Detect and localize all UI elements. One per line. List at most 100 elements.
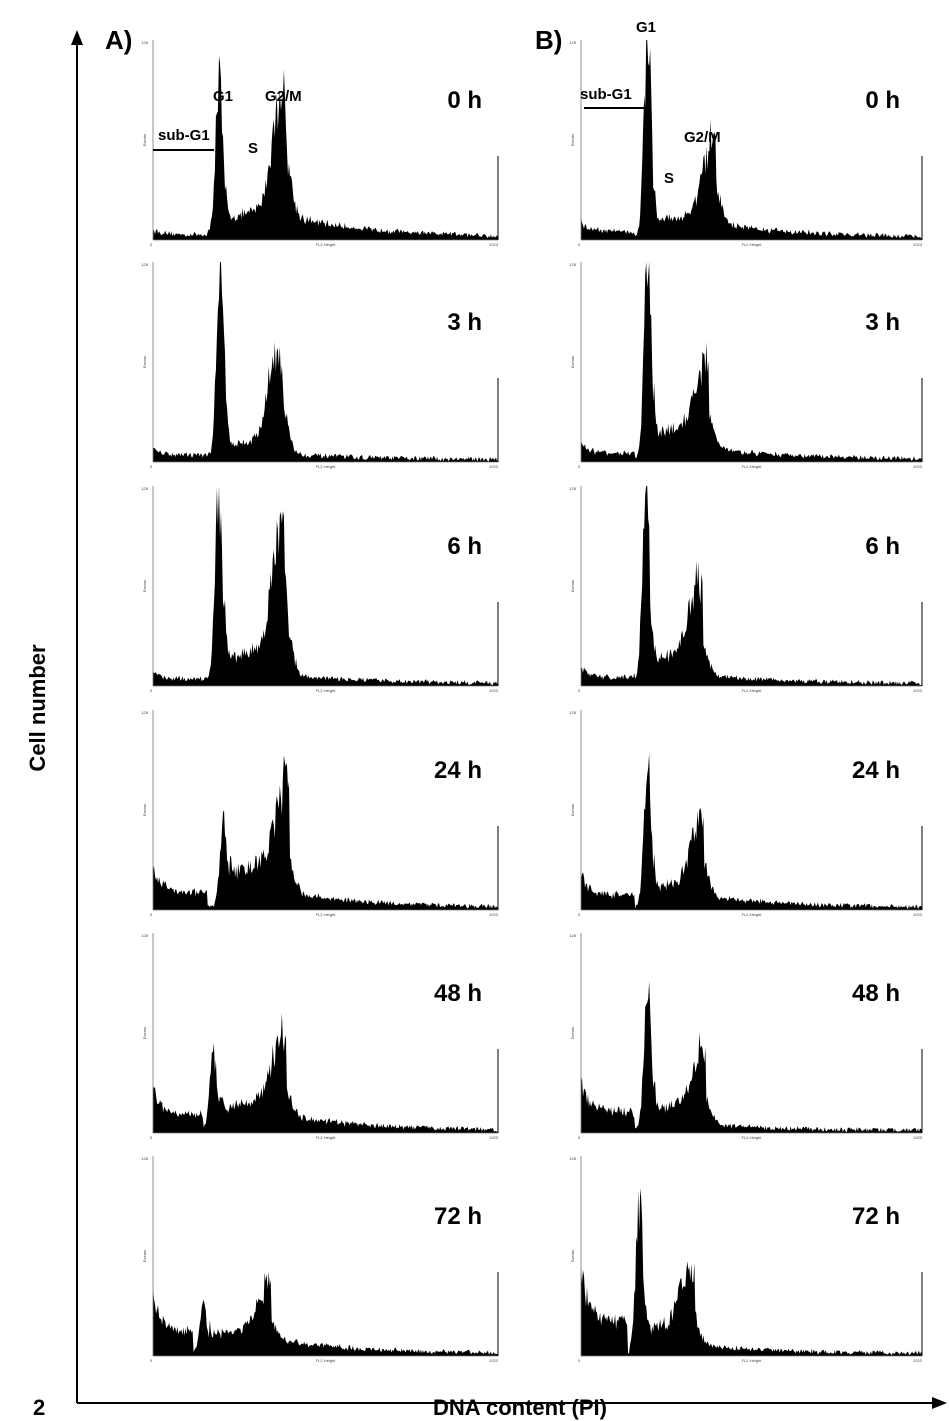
histogram-area	[581, 981, 922, 1133]
tick-axis-xlabel: FL2-Height	[316, 688, 337, 693]
tick-axis-ylabel: Events	[142, 1027, 147, 1039]
y-axis-label: Cell number	[25, 644, 50, 772]
tick-label-zero: 0	[578, 1135, 581, 1140]
tick-label-zero: 0	[150, 1358, 153, 1363]
tick-label-xmax: 1023	[489, 464, 499, 469]
time-label: 3 h	[447, 309, 482, 336]
time-label: 0 h	[447, 87, 482, 114]
tick-label-ymax: 128	[569, 710, 576, 715]
histogram-area	[153, 755, 498, 910]
tick-label-xmax: 1023	[489, 688, 499, 693]
annotations-panel-b: G1 sub-G1 S G2/M	[580, 19, 721, 187]
histogram-area	[153, 486, 498, 686]
tick-label-zero: 0	[578, 688, 581, 693]
tick-label-xmax: 1023	[913, 1358, 923, 1363]
tick-axis-ylabel: Events	[570, 1027, 575, 1039]
tick-axis-ylabel: Events	[142, 134, 147, 146]
tick-axis-ylabel: Events	[570, 1250, 575, 1262]
tick-axis-xlabel: FL2-Height	[742, 1135, 763, 1140]
tick-axis-xlabel: FL2-Height	[742, 464, 763, 469]
tick-axis-ylabel: Events	[142, 580, 147, 592]
histogram-panels: 128 Events 0 FL2-Height 1023 0 h 128 Events 0 FL2…	[141, 40, 923, 1363]
tick-label-ymax: 128	[141, 933, 148, 938]
histogram-a-0h: 128 Events 0 FL2-Height 1023 0 h	[141, 40, 499, 247]
time-label: 48 h	[434, 980, 482, 1007]
time-label: 24 h	[852, 757, 900, 784]
tick-label-xmax: 1023	[913, 688, 923, 693]
tick-axis-xlabel: FL2-Height	[316, 1358, 337, 1363]
histogram-area	[581, 262, 922, 462]
tick-axis-ylabel: Events	[570, 580, 575, 592]
tick-axis-xlabel: FL2-Height	[316, 464, 337, 469]
histogram-b-6h: 128 Events 0 FL2-Height 1023 6 h	[569, 486, 923, 693]
tick-label-ymax: 128	[141, 710, 148, 715]
histogram-a-72h: 128 Events 0 FL2-Height 1023 72 h	[141, 1156, 499, 1363]
tick-axis-xlabel: FL2-Height	[742, 242, 763, 247]
peak-label-s: S	[664, 170, 674, 187]
time-label: 48 h	[852, 980, 900, 1007]
tick-label-zero: 0	[150, 912, 153, 917]
histogram-area	[581, 486, 922, 686]
tick-label-ymax: 128	[141, 486, 148, 491]
panel-label-a: A)	[105, 25, 132, 55]
tick-axis-xlabel: FL2-Height	[742, 1358, 763, 1363]
tick-label-xmax: 1023	[489, 912, 499, 917]
time-label: 3 h	[865, 309, 900, 336]
time-label: 24 h	[434, 757, 482, 784]
histogram-area	[581, 753, 922, 910]
tick-label-ymax: 128	[569, 933, 576, 938]
histogram-area	[581, 40, 922, 240]
tick-label-xmax: 1023	[489, 242, 499, 247]
tick-axis-xlabel: FL2-Height	[316, 1135, 337, 1140]
histogram-b-24h: 128 Events 0 FL2-Height 1023 24 h	[569, 710, 923, 917]
histogram-a-6h: 128 Events 0 FL2-Height 1023 6 h	[141, 486, 499, 693]
histogram-area	[581, 1188, 922, 1356]
tick-axis-xlabel: FL2-Height	[742, 688, 763, 693]
histogram-b-48h: 128 Events 0 FL2-Height 1023 48 h	[569, 933, 923, 1140]
peak-label-g1: G1	[636, 19, 656, 36]
tick-axis-xlabel: FL2-Height	[316, 242, 337, 247]
histogram-b-3h: 128 Events 0 FL2-Height 1023 3 h	[569, 262, 923, 469]
tick-axis-ylabel: Events	[570, 134, 575, 146]
tick-label-ymax: 128	[569, 262, 576, 267]
tick-axis-xlabel: FL2-Height	[742, 912, 763, 917]
tick-axis-xlabel: FL2-Height	[316, 912, 337, 917]
peak-label-g1: G1	[213, 88, 233, 105]
time-label: 0 h	[865, 87, 900, 114]
tick-label-zero: 0	[578, 242, 581, 247]
tick-label-xmax: 1023	[913, 464, 923, 469]
peak-label-sub-g1: sub-G1	[580, 86, 632, 103]
tick-axis-ylabel: Events	[570, 804, 575, 816]
histogram-area	[153, 1271, 498, 1356]
histogram-a-24h: 128 Events 0 FL2-Height 1023 24 h	[141, 710, 499, 917]
x-axis-arrowhead	[932, 1397, 947, 1409]
tick-label-xmax: 1023	[913, 242, 923, 247]
histogram-a-3h: 128 Events 0 FL2-Height 1023 3 h	[141, 262, 499, 469]
tick-label-xmax: 1023	[913, 912, 923, 917]
tick-label-zero: 0	[578, 1358, 581, 1363]
tick-label-zero: 0	[150, 242, 153, 247]
histogram-b-72h: 128 Events 0 FL2-Height 1023 72 h	[569, 1156, 923, 1363]
time-label: 6 h	[865, 533, 900, 560]
tick-axis-ylabel: Events	[142, 1250, 147, 1262]
tick-label-xmax: 1023	[489, 1358, 499, 1363]
tick-label-ymax: 128	[141, 262, 148, 267]
x-axis-label: DNA content (PI)	[433, 1395, 607, 1420]
histogram-b-0h: 128 Events 0 FL2-Height 1023 0 h	[569, 40, 923, 247]
tick-axis-ylabel: Events	[142, 356, 147, 368]
y-axis-arrowhead	[71, 30, 83, 45]
histogram-area	[153, 55, 498, 240]
tick-label-zero: 0	[150, 464, 153, 469]
peak-label-s: S	[248, 140, 258, 157]
histogram-area	[153, 262, 498, 462]
tick-label-ymax: 128	[141, 40, 148, 45]
annotations-panel-a: G1 G2/M S sub-G1	[153, 88, 302, 157]
tick-label-ymax: 128	[569, 1156, 576, 1161]
peak-label-sub-g1: sub-G1	[158, 127, 210, 144]
tick-label-zero: 0	[578, 912, 581, 917]
time-label: 72 h	[434, 1203, 482, 1230]
histogram-a-48h: 128 Events 0 FL2-Height 1023 48 h	[141, 933, 499, 1140]
tick-axis-ylabel: Events	[570, 356, 575, 368]
tick-label-ymax: 128	[569, 40, 576, 45]
